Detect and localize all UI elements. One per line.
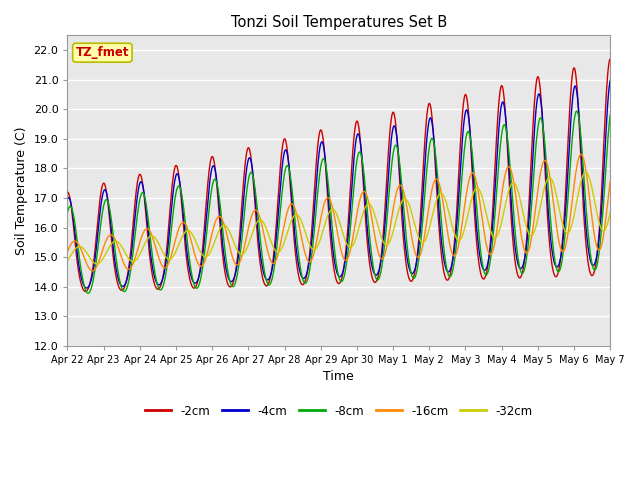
-4cm xyxy=(373,272,381,278)
-8cm xyxy=(84,290,92,296)
-32cm xyxy=(294,213,302,218)
-8cm xyxy=(573,108,580,114)
-2cm xyxy=(305,254,313,260)
-32cm xyxy=(373,218,381,224)
-2cm xyxy=(82,288,90,294)
-4cm xyxy=(128,247,136,252)
-16cm xyxy=(128,264,136,269)
Line: -16cm: -16cm xyxy=(67,154,610,271)
-4cm xyxy=(63,196,71,202)
X-axis label: Time: Time xyxy=(323,371,354,384)
-2cm xyxy=(294,270,302,276)
-4cm xyxy=(83,285,90,291)
-32cm xyxy=(305,241,313,247)
-8cm xyxy=(294,248,302,253)
Legend: -2cm, -4cm, -8cm, -16cm, -32cm: -2cm, -4cm, -8cm, -16cm, -32cm xyxy=(140,400,538,422)
-8cm xyxy=(606,112,614,118)
-8cm xyxy=(305,269,313,275)
-4cm xyxy=(316,150,323,156)
-16cm xyxy=(606,179,614,184)
-2cm xyxy=(106,219,114,225)
-32cm xyxy=(606,209,614,215)
-2cm xyxy=(128,235,136,241)
-16cm xyxy=(373,243,381,249)
-32cm xyxy=(582,169,589,175)
-32cm xyxy=(63,258,71,264)
-4cm xyxy=(106,212,114,218)
-8cm xyxy=(316,176,323,182)
-16cm xyxy=(294,217,302,223)
Y-axis label: Soil Temperature (C): Soil Temperature (C) xyxy=(15,126,28,255)
-8cm xyxy=(63,209,71,215)
-2cm xyxy=(316,132,323,138)
-32cm xyxy=(93,261,100,267)
-4cm xyxy=(305,258,313,264)
-16cm xyxy=(577,151,585,157)
-8cm xyxy=(373,276,381,282)
-4cm xyxy=(606,78,614,84)
Line: -32cm: -32cm xyxy=(67,172,610,264)
-8cm xyxy=(106,207,114,213)
Line: -8cm: -8cm xyxy=(67,111,610,293)
-32cm xyxy=(106,243,114,249)
-16cm xyxy=(88,268,96,274)
-16cm xyxy=(106,232,114,238)
-16cm xyxy=(305,259,313,265)
-2cm xyxy=(63,189,71,195)
-32cm xyxy=(316,240,323,246)
-32cm xyxy=(128,259,136,264)
Line: -4cm: -4cm xyxy=(67,81,610,288)
Title: Tonzi Soil Temperatures Set B: Tonzi Soil Temperatures Set B xyxy=(230,15,447,30)
-2cm xyxy=(606,56,614,62)
-16cm xyxy=(63,249,71,254)
-4cm xyxy=(294,259,302,265)
-8cm xyxy=(128,259,136,264)
-16cm xyxy=(316,225,323,230)
Line: -2cm: -2cm xyxy=(67,59,610,291)
Text: TZ_fmet: TZ_fmet xyxy=(76,46,129,59)
-2cm xyxy=(373,278,381,284)
